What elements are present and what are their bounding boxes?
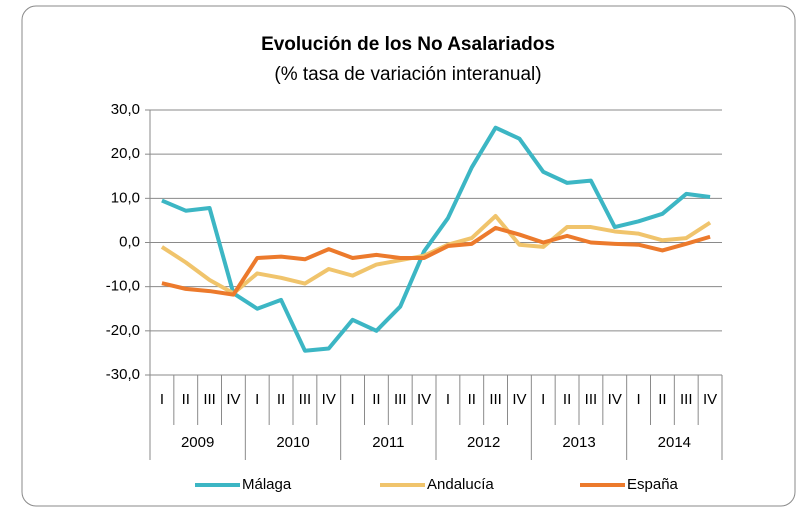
- year-label: 2010: [276, 434, 309, 451]
- x-tick-label: II: [468, 391, 476, 408]
- chart-subtitle: (% tasa de variación interanual): [274, 64, 541, 85]
- x-tick-label: I: [160, 391, 164, 408]
- y-tick-label: 30,0: [111, 101, 140, 118]
- x-tick-label: II: [182, 391, 190, 408]
- y-tick-label: -20,0: [106, 322, 140, 339]
- x-tick-label: I: [446, 391, 450, 408]
- x-tick-label: III: [585, 391, 598, 408]
- x-tick-label: II: [372, 391, 380, 408]
- y-tick-label: 10,0: [111, 189, 140, 206]
- x-tick-label: I: [255, 391, 259, 408]
- x-tick-label: II: [658, 391, 666, 408]
- x-tick-label: II: [277, 391, 285, 408]
- x-tick-label: III: [489, 391, 502, 408]
- year-label: 2013: [562, 434, 595, 451]
- x-tick-label: I: [541, 391, 545, 408]
- series-line: [161, 125, 711, 353]
- chart-title: Evolución de los No Asalariados: [261, 34, 555, 55]
- x-tick-label: III: [680, 391, 693, 408]
- y-tick-label: -30,0: [106, 366, 140, 383]
- y-tick-label: -10,0: [106, 278, 140, 295]
- x-tick-label: IV: [608, 391, 622, 408]
- y-tick-label: 20,0: [111, 145, 140, 162]
- x-tick-label: IV: [322, 391, 336, 408]
- x-tick-label: I: [350, 391, 354, 408]
- x-tick-label: IV: [417, 391, 431, 408]
- legend-label: España: [627, 476, 679, 493]
- year-label: 2012: [467, 434, 500, 451]
- x-tick-label: I: [636, 391, 640, 408]
- x-tick-label: III: [394, 391, 407, 408]
- year-label: 2011: [372, 434, 404, 451]
- x-tick-label: IV: [512, 391, 526, 408]
- legend-label: Andalucía: [427, 476, 494, 493]
- x-tick-label: IV: [703, 391, 717, 408]
- legend-label: Málaga: [242, 476, 292, 493]
- y-tick-label: 0,0: [119, 233, 140, 250]
- x-tick-label: III: [299, 391, 312, 408]
- year-label: 2014: [658, 434, 691, 451]
- x-tick-label: IV: [226, 391, 240, 408]
- series-line: [161, 225, 711, 297]
- year-label: 2009: [181, 434, 214, 451]
- x-tick-label: III: [203, 391, 216, 408]
- x-tick-label: II: [563, 391, 571, 408]
